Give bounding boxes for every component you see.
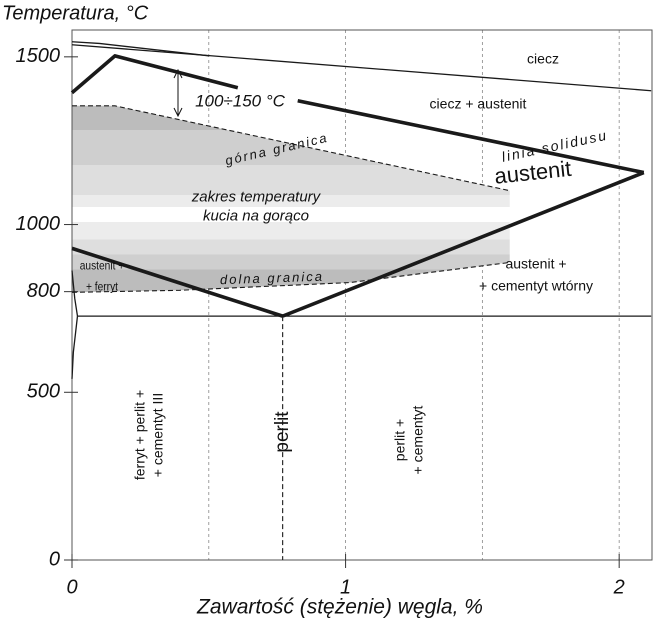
phase-boundary xyxy=(297,99,645,175)
region-label: perlit xyxy=(272,411,293,453)
y-tick-label: 500 xyxy=(27,381,60,403)
region-label: 100÷150 °C xyxy=(195,91,286,110)
y-tick-label: 0 xyxy=(49,548,60,570)
region-label: + cementyt III xyxy=(150,393,166,477)
region-label: ferryt + perlit + xyxy=(132,390,148,480)
phase-boundary xyxy=(71,41,209,57)
phase-boundary xyxy=(70,54,239,95)
phase-boundary xyxy=(71,44,652,92)
region-label: dolna granica xyxy=(220,269,325,288)
y-axis-title: Temperatura, °C xyxy=(2,2,149,24)
region-label: ciecz + austenit xyxy=(430,96,527,112)
x-tick-label: 0 xyxy=(66,576,77,598)
forging-range xyxy=(72,105,510,293)
x-tick-label: 1 xyxy=(340,576,351,598)
phase-boundary xyxy=(71,246,284,318)
region-label: + cementyt xyxy=(410,405,426,474)
phase-boundary xyxy=(71,316,79,379)
region-label: + ferryt xyxy=(86,281,119,294)
region-label: austenit + xyxy=(80,260,124,273)
arrow-heads xyxy=(173,68,183,118)
region-label: kucia na gorąco xyxy=(203,207,309,224)
plot-frame xyxy=(71,29,653,561)
phase-boundary xyxy=(71,270,79,317)
region-label: zakres temperatury xyxy=(191,188,322,205)
region-label: austenit + xyxy=(505,256,566,272)
phase-boundary xyxy=(71,261,510,293)
phase-boundary xyxy=(281,170,645,318)
y-tick-label: 1000 xyxy=(16,213,61,235)
region-label: perlit + xyxy=(392,419,408,461)
y-tick-label: 800 xyxy=(27,280,60,302)
region-label: + cementyt wtórny xyxy=(479,278,593,294)
x-axis-title: Zawartość (stężenie) węgla, % xyxy=(196,596,483,619)
x-tick-label: 2 xyxy=(613,576,625,598)
forging-range-layer xyxy=(72,30,620,560)
phase-boundary xyxy=(72,105,510,192)
y-tick-label: 1500 xyxy=(16,45,61,67)
region-label: ciecz xyxy=(527,51,559,67)
